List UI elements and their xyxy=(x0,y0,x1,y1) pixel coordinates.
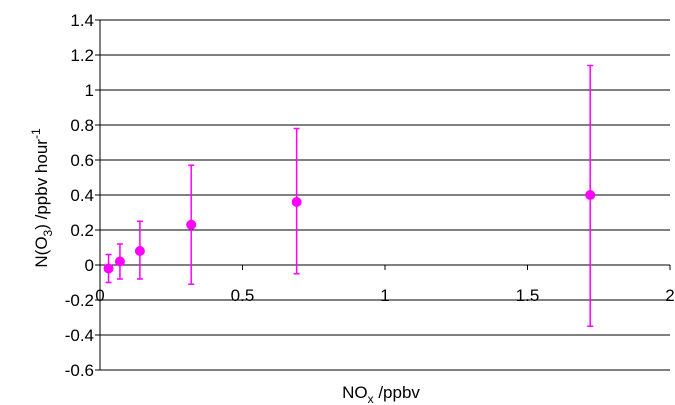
y-tick-label: -0.6 xyxy=(65,361,94,380)
y-tick-label: -0.2 xyxy=(65,291,94,310)
data-point xyxy=(103,263,114,274)
data-points xyxy=(103,64,596,327)
x-tick-labels: 0 0.5 1 1.5 2 xyxy=(95,286,674,305)
y-tick-label: 0.6 xyxy=(70,151,94,170)
y-tick-label: -0.4 xyxy=(65,326,94,345)
y-axis-title: N(O3) /ppbv hour-1 xyxy=(29,128,55,268)
y-tick-label: 1.2 xyxy=(70,46,94,65)
y-tick-label: 0.8 xyxy=(70,116,94,135)
grid-lines xyxy=(100,19,670,371)
axes xyxy=(95,19,671,371)
x-tick-label: 0 xyxy=(95,286,104,305)
y-tick-label: 0.2 xyxy=(70,221,94,240)
x-tick-label: 1 xyxy=(380,286,389,305)
data-point xyxy=(186,219,197,230)
x-tick-label: 1.5 xyxy=(516,286,540,305)
y-tick-label: 1 xyxy=(85,81,94,100)
y-tick-label: 0 xyxy=(85,256,94,275)
x-axis-title: NOx /ppbv xyxy=(342,383,420,405)
data-point xyxy=(291,197,302,207)
data-point xyxy=(134,246,145,256)
x-tick-label: 2 xyxy=(665,286,674,305)
y-tick-labels: -0.6 -0.4 -0.2 0 0.2 0.4 0.6 0.8 1 1.2 1.4 xyxy=(65,11,94,380)
data-point xyxy=(114,256,125,267)
x-tick-label: 0.5 xyxy=(231,286,255,305)
y-tick-label: 0.4 xyxy=(70,186,94,205)
data-point xyxy=(585,190,596,200)
y-tick-label: 1.4 xyxy=(70,11,94,30)
